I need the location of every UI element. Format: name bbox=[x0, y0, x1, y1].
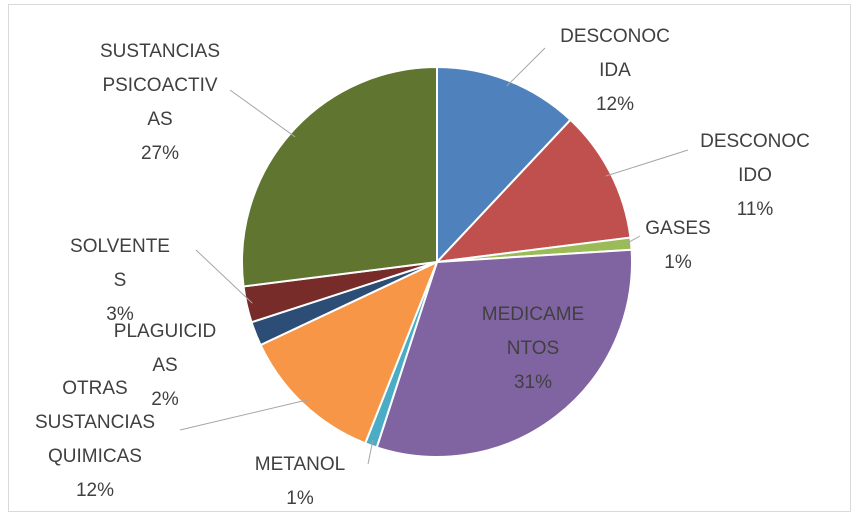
pie-slice bbox=[259, 260, 439, 445]
category-label: MEDICAMENTOS bbox=[481, 304, 585, 359]
pie-slice bbox=[436, 65, 572, 265]
category-label: METANOL bbox=[254, 454, 346, 475]
leader-line bbox=[506, 47, 546, 87]
chart-border bbox=[8, 4, 851, 512]
category-label: SUSTANCIAS PSICOACTIVAS bbox=[100, 41, 221, 130]
category-label: OTRAS SUSTANCIAS QUIMICAS bbox=[34, 378, 155, 467]
pie-slice bbox=[375, 248, 633, 458]
data-label: SOLVENTES 3% bbox=[65, 230, 175, 332]
percent-label: 2% bbox=[151, 389, 179, 410]
pie-slice bbox=[241, 65, 438, 288]
data-label: MEDICAMENTOS 31% bbox=[478, 298, 588, 400]
category-label: GASES bbox=[645, 218, 711, 239]
data-label: OTRAS SUSTANCIAS QUIMICAS 12% bbox=[20, 372, 170, 508]
category-label: PLAGUICIDAS bbox=[113, 321, 217, 376]
data-label: GASES 1% bbox=[638, 212, 718, 280]
leader-line bbox=[367, 439, 374, 465]
data-label: METANOL 1% bbox=[245, 448, 355, 516]
percent-label: 11% bbox=[736, 199, 774, 220]
percent-label: 1% bbox=[286, 488, 314, 509]
percent-label: 12% bbox=[75, 480, 115, 501]
data-label: SUSTANCIAS PSICOACTIVAS 27% bbox=[100, 35, 220, 171]
leader-line bbox=[229, 89, 296, 138]
data-label: PLAGUICIDAS 2% bbox=[110, 315, 220, 417]
data-label: DESCONOCIDO 11% bbox=[700, 125, 810, 227]
percent-label: 31% bbox=[513, 372, 553, 393]
percent-label: 3% bbox=[106, 304, 134, 325]
leader-line bbox=[195, 249, 253, 304]
leader-line bbox=[179, 399, 308, 431]
percent-label: 12% bbox=[595, 94, 635, 115]
category-label: DESCONOCIDA bbox=[560, 26, 670, 81]
category-label: DESCONOCIDO bbox=[700, 131, 810, 186]
percent-label: 1% bbox=[664, 252, 692, 273]
leader-line bbox=[605, 149, 689, 177]
category-label: SOLVENTES bbox=[70, 236, 170, 291]
data-label: DESCONOCIDA 12% bbox=[560, 20, 670, 122]
pie-slice bbox=[434, 118, 632, 264]
percent-label: 27% bbox=[140, 143, 180, 164]
leader-line bbox=[625, 235, 641, 245]
